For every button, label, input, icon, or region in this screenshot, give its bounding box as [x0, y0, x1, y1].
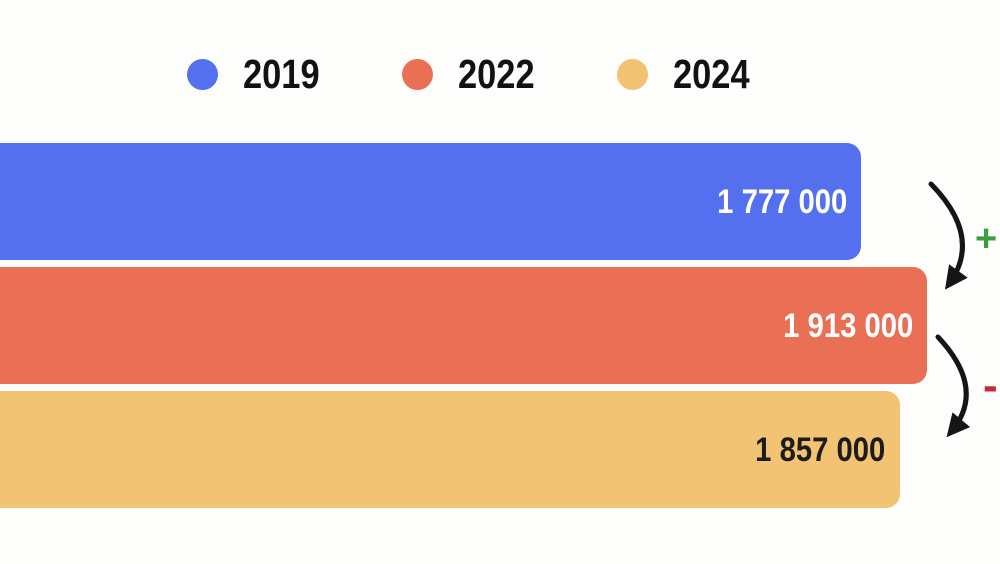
legend: 2019 2022 2024: [187, 54, 765, 95]
bar-2024: 1 857 000: [0, 391, 900, 508]
bar-value-2024: 1 857 000: [755, 430, 886, 469]
legend-item-2022: 2022: [402, 54, 549, 95]
legend-item-2024: 2024: [617, 54, 764, 95]
bar-group: 1 777 000 1 913 000 1 857 000: [0, 143, 1000, 515]
legend-swatch-2022: [402, 59, 434, 90]
legend-label-2024: 2024: [673, 51, 751, 97]
legend-item-2019: 2019: [187, 54, 334, 95]
bar-2019: 1 777 000: [0, 143, 861, 260]
legend-label-2019: 2019: [243, 51, 320, 97]
bar-value-2019: 1 777 000: [716, 182, 847, 221]
legend-swatch-2024: [617, 59, 649, 90]
bar-2022: 1 913 000: [0, 267, 927, 384]
legend-swatch-2019: [187, 59, 218, 90]
legend-label-2022: 2022: [458, 51, 535, 97]
bar-value-2022: 1 913 000: [782, 306, 913, 345]
